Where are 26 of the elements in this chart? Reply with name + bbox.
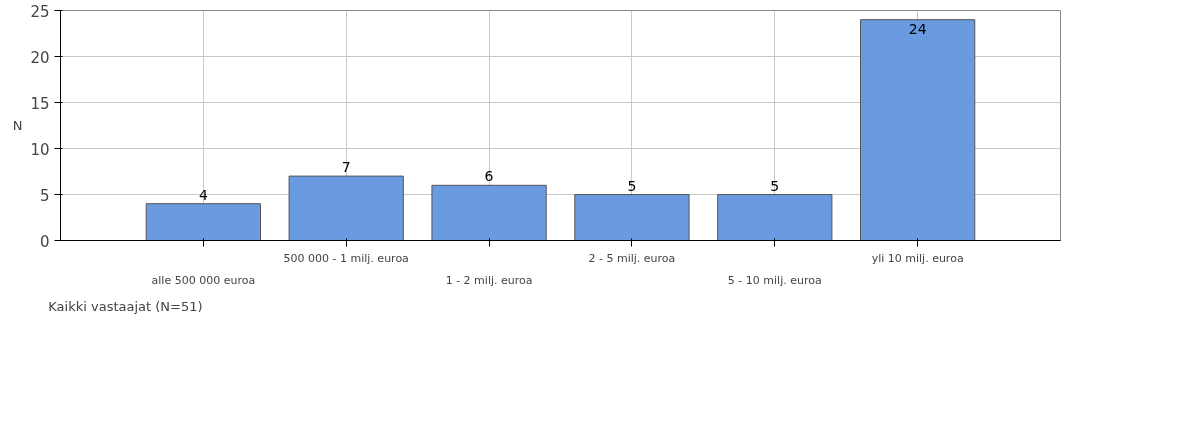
x-tick-label: 500 000 - 1 milj. euroa [283, 251, 409, 265]
bar [288, 175, 404, 241]
bar [145, 203, 261, 241]
bar [860, 19, 976, 241]
y-tick-label: 25 [30, 2, 50, 21]
data-label: 7 [341, 159, 351, 176]
x-tick-label: 2 - 5 milj. euroa [588, 251, 676, 265]
data-label: 24 [908, 20, 927, 37]
y-tick-label: 20 [30, 48, 50, 67]
data-label: 4 [198, 186, 208, 203]
x-tick-label: 5 - 10 milj. euroa [727, 273, 822, 287]
data-label: 5 [770, 177, 780, 194]
x-tick-label: yli 10 milj. euroa [871, 251, 964, 265]
bar [574, 194, 690, 241]
x-tick-label: alle 500 000 euroa [151, 273, 256, 287]
y-tick-label: 0 [39, 232, 50, 251]
y-tick-label: 5 [39, 186, 50, 205]
x-tick-label: 1 - 2 milj. euroa [445, 273, 533, 287]
data-label: 5 [627, 177, 637, 194]
bar [717, 194, 833, 241]
y-tick-label: 15 [30, 94, 50, 113]
bar [431, 184, 547, 241]
data-label: 6 [484, 168, 494, 185]
y-tick-label: 10 [30, 140, 50, 159]
text: Kaikki vastaajat (N=51) [48, 298, 203, 314]
y-axis-title: N [12, 118, 23, 133]
